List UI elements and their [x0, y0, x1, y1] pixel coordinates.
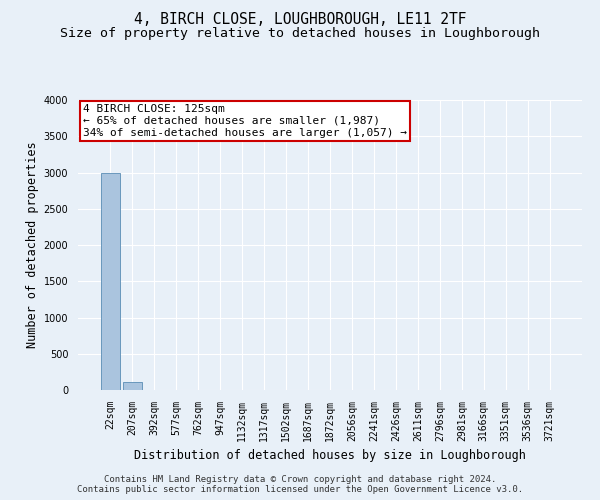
- X-axis label: Distribution of detached houses by size in Loughborough: Distribution of detached houses by size …: [134, 449, 526, 462]
- Text: 4, BIRCH CLOSE, LOUGHBOROUGH, LE11 2TF: 4, BIRCH CLOSE, LOUGHBOROUGH, LE11 2TF: [134, 12, 466, 28]
- Bar: [101, 172, 119, 390]
- Y-axis label: Number of detached properties: Number of detached properties: [26, 142, 40, 348]
- Text: 4 BIRCH CLOSE: 125sqm
← 65% of detached houses are smaller (1,987)
34% of semi-d: 4 BIRCH CLOSE: 125sqm ← 65% of detached …: [83, 104, 407, 138]
- Bar: [123, 382, 142, 390]
- Text: Contains HM Land Registry data © Crown copyright and database right 2024.
Contai: Contains HM Land Registry data © Crown c…: [77, 474, 523, 494]
- Text: Size of property relative to detached houses in Loughborough: Size of property relative to detached ho…: [60, 28, 540, 40]
